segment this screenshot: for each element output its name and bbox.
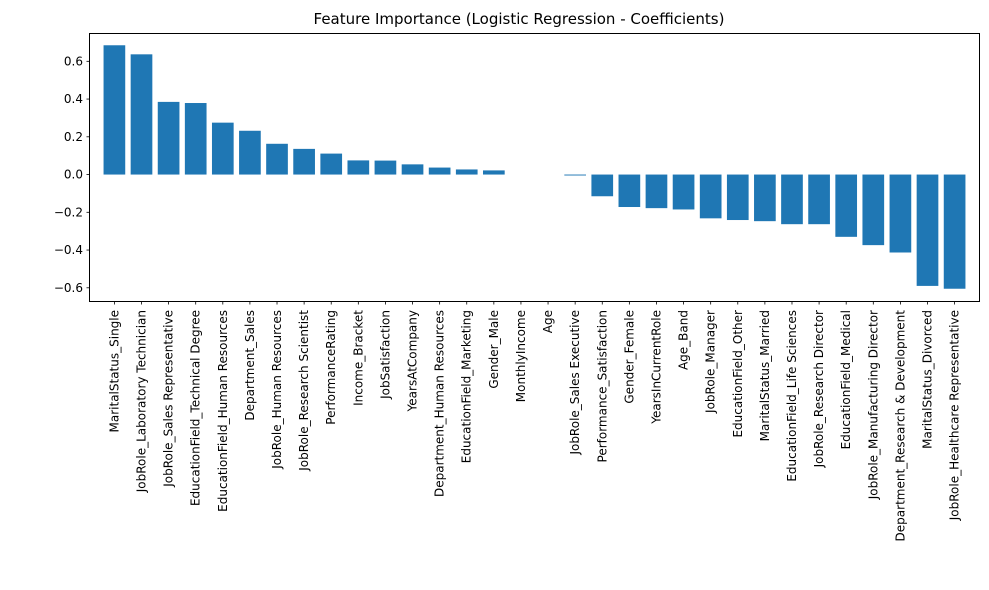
bar-1 xyxy=(130,54,153,175)
bar-7 xyxy=(293,148,315,175)
x-tick-label: YearsAtCompany xyxy=(406,310,420,412)
x-tick-label: Gender_Male xyxy=(487,310,501,389)
chart-title: Feature Importance (Logistic Regression … xyxy=(314,10,725,28)
x-tick-label: Gender_Female xyxy=(622,310,636,404)
x-tick-label: Department_Research & Development xyxy=(893,310,907,542)
x-tick-label: EducationField_Life Sciences xyxy=(785,310,799,482)
bar-21 xyxy=(672,174,695,210)
bar-3 xyxy=(184,103,207,175)
bar-30 xyxy=(916,174,939,286)
bar-0 xyxy=(103,45,126,175)
x-tick-label: Performance_Satisfaction xyxy=(595,310,609,462)
x-tick-label: EducationField_Technical Degree xyxy=(189,310,203,506)
x-tick-label: JobRole_Manager xyxy=(704,310,718,414)
y-tick-label: −0.6 xyxy=(54,281,83,295)
y-tick-label: 0.2 xyxy=(64,130,83,144)
bar-20 xyxy=(645,174,668,209)
y-tick-label: 0.4 xyxy=(64,92,83,106)
bar-19 xyxy=(618,174,641,208)
x-tick-label: Department_Human Resources xyxy=(433,310,447,497)
x-tick-label: PerformanceRating xyxy=(324,310,338,425)
bar-4 xyxy=(211,122,234,175)
y-tick-label: 0.0 xyxy=(64,168,83,182)
x-tick-label: EducationField_Marketing xyxy=(460,310,474,463)
bar-11 xyxy=(401,164,424,175)
x-tick-label: JobRole_Healthcare Representative xyxy=(948,310,962,521)
y-tick-label: −0.4 xyxy=(54,243,83,257)
bar-8 xyxy=(320,153,343,175)
x-axis: MaritalStatus_Single JobRole_Laboratory T… xyxy=(107,301,962,542)
x-tick-label: JobRole_Research Scientist xyxy=(297,310,311,472)
bar-23 xyxy=(726,174,749,221)
bar-31 xyxy=(943,174,966,289)
bar-5 xyxy=(239,130,261,175)
bar-27 xyxy=(835,174,858,237)
bar-12 xyxy=(428,167,451,175)
x-tick-label: JobRole_Sales Representative xyxy=(162,310,176,488)
bar-24 xyxy=(754,174,776,222)
bar-26 xyxy=(808,174,830,225)
x-tick-label: Department_Sales xyxy=(243,310,257,421)
y-axis: 0.6 0.4 0.2 0.0 −0.2 −0.4 −0.6 xyxy=(54,54,90,295)
bar-29 xyxy=(889,174,912,253)
x-tick-label: EducationField_Human Resources xyxy=(216,310,230,512)
x-tick-label: JobRole_Laboratory Technician xyxy=(134,310,148,493)
bar-9 xyxy=(347,160,370,175)
x-tick-label: MaritalStatus_Single xyxy=(107,310,121,433)
bar-28 xyxy=(862,174,885,246)
x-tick-label: Age xyxy=(541,310,555,333)
bar-6 xyxy=(266,143,288,175)
bar-18 xyxy=(591,174,614,197)
bar-10 xyxy=(374,160,397,175)
x-tick-label: JobRole_Research Director xyxy=(812,310,826,468)
bar-2 xyxy=(157,101,180,175)
x-tick-label: EducationField_Medical xyxy=(839,310,853,449)
x-tick-label: JobRole_Manufacturing Director xyxy=(866,310,880,500)
bar-22 xyxy=(699,174,722,219)
bar-25 xyxy=(781,174,803,225)
bar-17 xyxy=(564,174,586,176)
x-tick-label: MonthlyIncome xyxy=(514,310,528,402)
bar-14 xyxy=(483,170,505,175)
x-tick-label: MaritalStatus_Divorced xyxy=(921,310,935,449)
x-tick-label: JobSatisfaction xyxy=(378,310,392,400)
x-tick-label: JobRole_Human Resources xyxy=(270,310,284,470)
bars-group xyxy=(103,45,966,289)
y-tick-label: 0.6 xyxy=(64,54,83,68)
plot-frame xyxy=(89,33,980,302)
y-tick-label: −0.2 xyxy=(54,205,83,219)
x-tick-label: Age_Band xyxy=(677,310,691,370)
bar-13 xyxy=(455,169,478,175)
x-tick-label: JobRole_Sales Executive xyxy=(568,310,582,456)
x-tick-label: Income_Bracket xyxy=(351,310,365,406)
x-tick-label: MaritalStatus_Married xyxy=(758,310,772,441)
x-tick-label: EducationField_Other xyxy=(731,310,745,438)
x-tick-label: YearsInCurrentRole xyxy=(649,310,663,425)
